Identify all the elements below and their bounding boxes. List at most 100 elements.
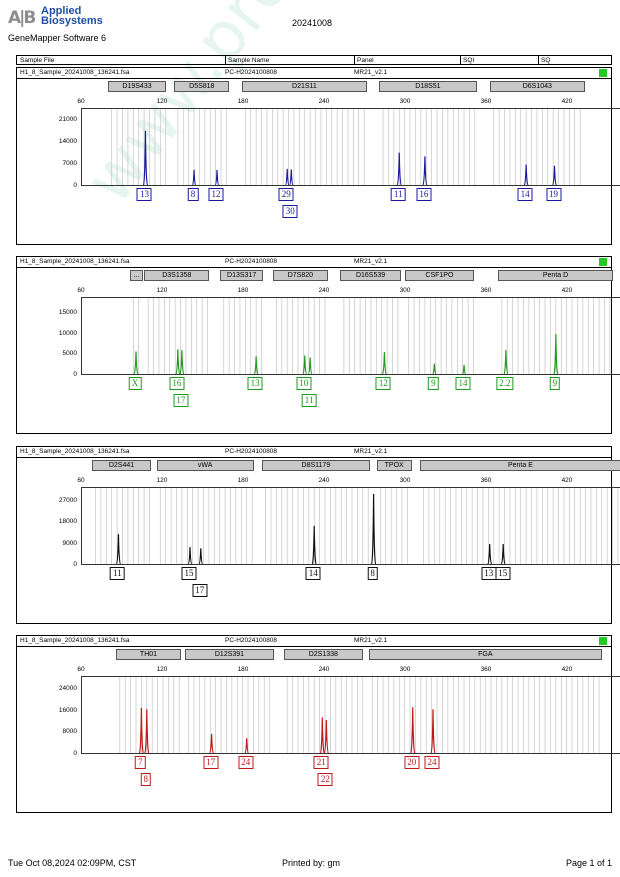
peak <box>324 720 329 753</box>
bp-tick-label: 120 <box>156 287 168 294</box>
allele-call-label[interactable]: 14 <box>455 377 471 390</box>
locus-marker[interactable]: D19S433 <box>108 81 167 92</box>
allele-call-label[interactable]: 8 <box>140 773 152 786</box>
allele-call-label[interactable]: 12 <box>208 188 224 201</box>
allele-call-label[interactable]: 11 <box>390 188 406 201</box>
panel-panel: MR21_v2.1 <box>354 448 388 455</box>
bp-tick-label: 360 <box>480 287 492 294</box>
allele-call-label[interactable]: 13 <box>247 377 263 390</box>
panel-file: H1_8_Sample_20241008_136241.fsa <box>20 258 130 265</box>
locus-marker[interactable]: D21S11 <box>241 81 368 92</box>
peak <box>253 356 259 374</box>
sizing-quality-indicator <box>599 637 607 645</box>
bp-tick-label: 420 <box>561 98 573 105</box>
rfu-tick-label: 10000 <box>58 329 77 337</box>
panel-sample: PC-H2024100808 <box>225 258 278 265</box>
locus-marker[interactable]: ... <box>129 270 144 281</box>
allele-call-label[interactable]: 20 <box>404 756 420 769</box>
bp-tick-label: 240 <box>318 287 330 294</box>
bp-tick-label: 240 <box>318 98 330 105</box>
allele-call-label[interactable]: 21 <box>313 756 329 769</box>
peak <box>214 169 220 185</box>
allele-call-label[interactable]: X <box>128 377 142 390</box>
locus-marker[interactable]: D7S820 <box>272 270 329 281</box>
allele-call-label[interactable]: 29 <box>278 188 294 201</box>
peak <box>396 152 402 185</box>
locus-marker[interactable]: TPOX <box>376 460 412 471</box>
allele-call-label[interactable]: 13 <box>481 567 497 580</box>
locus-marker[interactable]: TH01 <box>116 649 181 660</box>
locus-marker[interactable]: D2S441 <box>91 460 152 471</box>
allele-call-label[interactable]: 17 <box>173 394 189 407</box>
allele-call-label[interactable]: 7 <box>135 756 146 769</box>
allele-call-label[interactable]: 16 <box>169 377 185 390</box>
peak <box>410 707 416 753</box>
locus-marker[interactable]: D13S317 <box>220 270 264 281</box>
locus-marker[interactable]: D3S1358 <box>144 270 210 281</box>
allele-call-label[interactable]: 30 <box>282 205 298 218</box>
peak <box>244 738 249 753</box>
allele-call-label[interactable]: 8 <box>187 188 199 201</box>
locus-marker[interactable]: D16S539 <box>340 270 401 281</box>
col-sample-name: Sample Name <box>228 57 270 64</box>
sample-table-header: Sample File Sample Name Panel SQI SQ <box>16 55 612 65</box>
allele-call-label[interactable]: 11 <box>301 394 317 407</box>
locus-marker[interactable]: D6S1043 <box>490 81 585 92</box>
rfu-tick-label: 0 <box>73 371 77 378</box>
allele-call-label[interactable]: 13 <box>136 188 152 201</box>
bp-tick-label: 300 <box>399 287 411 294</box>
report-title: 20241008 <box>292 18 333 28</box>
locus-marker[interactable]: D5S818 <box>174 81 230 92</box>
panel-header: H1_8_Sample_20241008_136241.fsa PC-H20241… <box>17 68 611 79</box>
locus-marker[interactable]: vWA <box>156 460 254 471</box>
locus-marker[interactable]: CSF1PO <box>405 270 474 281</box>
bp-tick-label: 360 <box>480 477 492 484</box>
electropherogram-svg <box>95 488 619 564</box>
allele-call-label[interactable]: 15 <box>495 567 511 580</box>
allele-call-label[interactable]: 2.2 <box>496 377 514 390</box>
peak <box>285 168 290 185</box>
allele-call-label[interactable]: 17 <box>192 584 208 597</box>
locus-marker[interactable]: D8S1179 <box>261 460 370 471</box>
locus-marker[interactable]: FGA <box>368 649 603 660</box>
panel-file: H1_8_Sample_20241008_136241.fsa <box>20 69 130 76</box>
bp-tick-label: 60 <box>77 287 85 294</box>
allele-call-label[interactable]: 14 <box>305 567 321 580</box>
col-sample-file: Sample File <box>20 57 55 64</box>
bp-tick-label: 60 <box>77 98 85 105</box>
locus-marker[interactable]: Penta D <box>498 270 613 281</box>
locus-marker[interactable]: Penta E <box>419 460 620 471</box>
locus-marker[interactable]: D2S1338 <box>283 649 364 660</box>
allele-call-label[interactable]: 12 <box>375 377 391 390</box>
allele-call-label[interactable]: 10 <box>296 377 312 390</box>
locus-marker[interactable]: D12S391 <box>184 649 275 660</box>
bp-tick-label: 120 <box>156 666 168 673</box>
bp-tick-label: 240 <box>318 477 330 484</box>
panel-header: H1_8_Sample_20241008_136241.fsa PC-H20241… <box>17 447 611 458</box>
allele-call-label[interactable]: 16 <box>416 188 432 201</box>
allele-call-label[interactable]: 14 <box>517 188 533 201</box>
page-number: Page 1 of 1 <box>566 858 613 868</box>
electropherogram-panel-green: H1_8_Sample_20241008_136241.fsa PC-H20241… <box>16 256 620 434</box>
bp-tick-label: 300 <box>399 98 411 105</box>
allele-call-label[interactable]: 8 <box>367 567 378 580</box>
electropherogram-svg <box>119 677 600 753</box>
allele-call-label[interactable]: 15 <box>181 567 197 580</box>
plot-area <box>81 297 620 375</box>
panel-panel: MR21_v2.1 <box>354 637 388 644</box>
allele-call-label[interactable]: 9 <box>428 377 439 390</box>
electropherogram-svg <box>132 298 611 374</box>
bp-tick-label: 180 <box>237 666 249 673</box>
locus-marker[interactable]: D18S51 <box>379 81 477 92</box>
allele-call-label[interactable]: 22 <box>317 773 333 786</box>
peak <box>143 130 148 185</box>
panel-sample: PC-H2024100808 <box>225 637 278 644</box>
allele-call-label[interactable]: 17 <box>203 756 219 769</box>
allele-call-label[interactable]: 24 <box>424 756 440 769</box>
allele-call-label[interactable]: 9 <box>549 377 561 390</box>
allele-call-label[interactable]: 11 <box>110 567 125 580</box>
bp-tick-label: 420 <box>561 477 573 484</box>
rfu-tick-label: 14000 <box>58 138 77 146</box>
allele-call-label[interactable]: 24 <box>238 756 254 769</box>
allele-call-label[interactable]: 19 <box>546 188 561 201</box>
